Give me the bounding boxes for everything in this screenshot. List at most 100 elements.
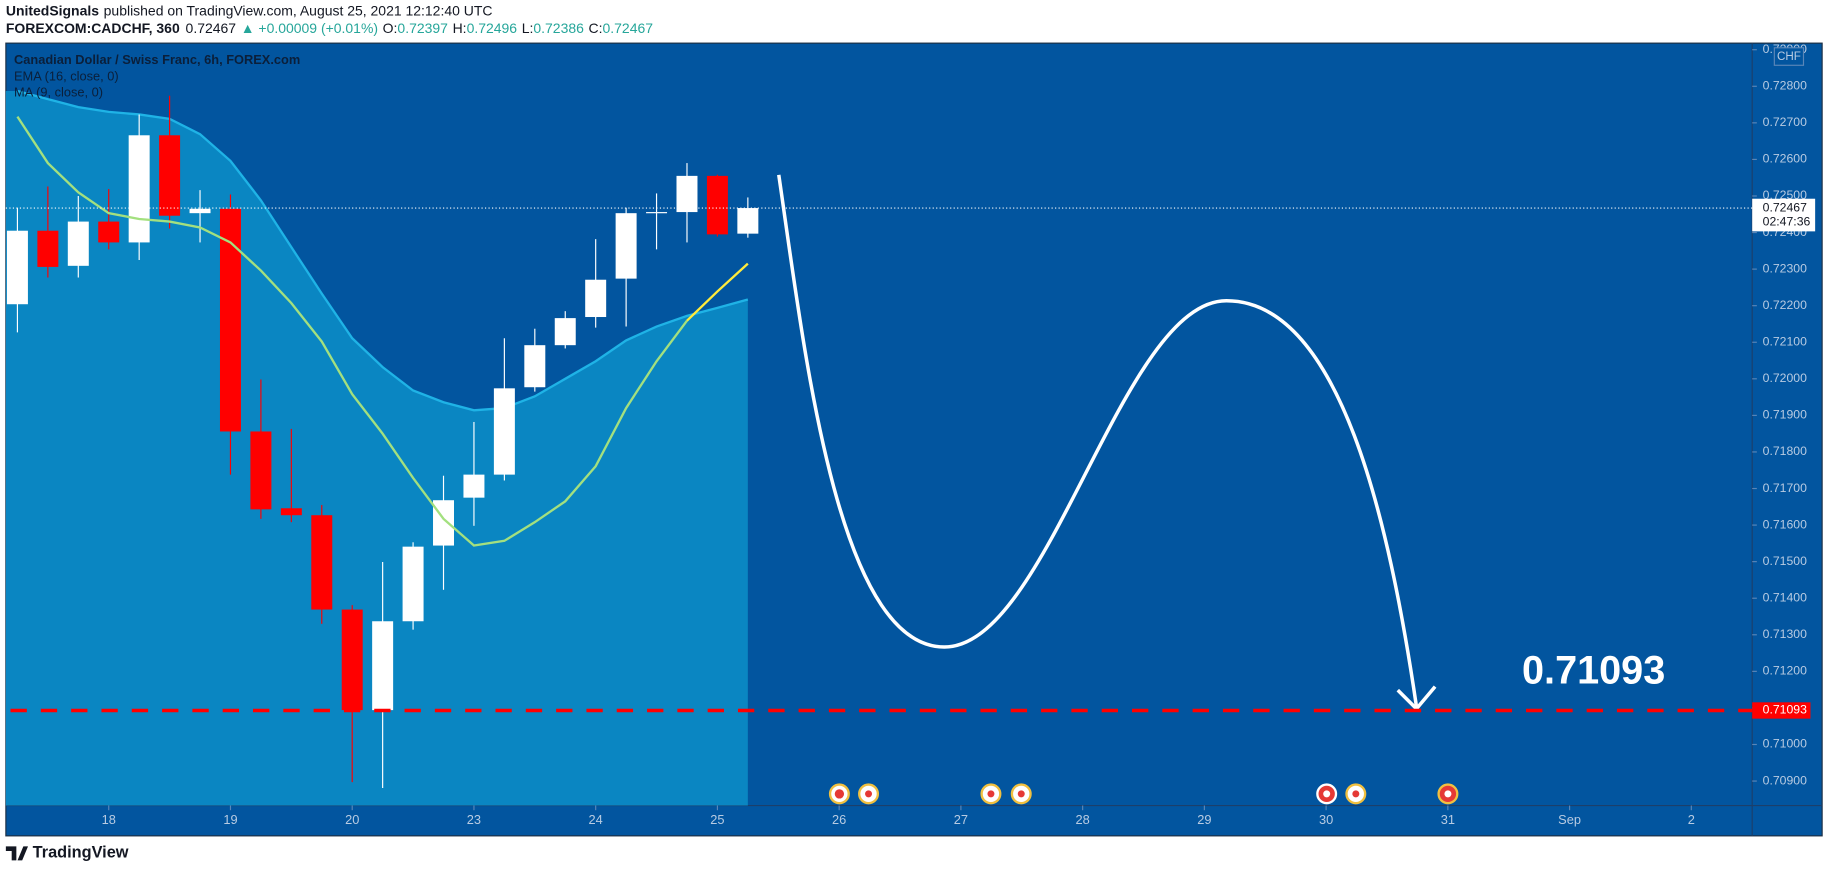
indicator-line [16,115,688,547]
ohlc-label: L: [522,20,534,36]
last-price: 0.72467 [186,20,237,36]
event-icon-flag [1323,790,1331,798]
indicator-line [686,262,749,322]
candle-body [585,279,607,318]
brand-mark [5,846,29,861]
chart-title: Canadian Dollar / Swiss Franc, 6h, FOREX… [14,52,300,67]
candle-body [402,546,424,622]
candle-body [250,431,272,510]
y-tick-label: 0.71600 [1763,517,1807,531]
candle-body [615,213,637,279]
candle-body [189,208,211,214]
x-tick-label: 2 [1688,812,1695,827]
current-price-badge [1752,198,1816,232]
x-tick-label: 29 [1197,812,1211,827]
projection-curve [777,174,1419,707]
candle-body [219,208,241,432]
x-tick-label: 18 [102,812,116,827]
y-tick-label: 0.71800 [1763,444,1807,458]
y-tick-label: 0.72200 [1763,298,1807,312]
candle-body [280,508,302,516]
candle-body [128,135,150,243]
target-axis-label: 0.71093 [1763,703,1807,717]
candle-body [706,175,728,235]
countdown-label: 02:47:36 [1763,214,1811,228]
y-tick-label: 0.72800 [1763,79,1807,93]
publish-line: UnitedSignals published on TradingView.co… [6,2,493,18]
candle-body [341,609,363,711]
y-tick-label: 0.72300 [1763,261,1807,275]
candle-body [646,212,668,214]
candle-body [463,474,485,498]
x-tick-label: 25 [710,812,724,827]
currency-label: CHF [1777,50,1801,63]
candle-body [372,621,394,711]
event-icon-flag [834,789,845,799]
candle-body [554,318,576,346]
current-price-label: 0.72467 [1763,200,1807,214]
y-tick-label: 0.71400 [1763,590,1807,604]
y-tick-label: 0.72100 [1763,334,1807,348]
ema-fill [5,91,748,806]
candle-body [98,221,120,243]
legend-entry: EMA (16, close, 0) [14,68,119,83]
symbol-line: FOREXCOM:CADCHF, 360 0.72467 ▲ +0.00009 (+… [6,20,653,36]
x-tick-label: 24 [589,812,603,827]
ohlc-label: H: [453,20,467,36]
candle-body [737,208,759,234]
y-tick-label: 0.72000 [1763,371,1807,385]
author: UnitedSignals [6,2,99,18]
y-tick-label: 0.72700 [1763,115,1807,129]
ohlc-value: 0.72467 [603,20,654,36]
ohlc-label: O: [383,20,398,36]
x-tick-label: Sep [1558,812,1581,827]
y-tick-label: 0.71000 [1763,737,1807,751]
legend-entry: MA (9, close, 0) [14,85,103,100]
event-icon-flag [1352,790,1360,798]
data-layer [5,89,759,806]
candle-body [524,345,546,388]
x-tick-label: 23 [467,812,481,827]
x-tick-label: 20 [345,812,359,827]
x-tick-label: 31 [1441,812,1455,827]
candle-body [676,175,698,213]
y-tick-label: 0.71900 [1763,408,1807,422]
candle-body [6,230,28,305]
event-icon-flag [865,790,873,798]
ohlc-value: 0.72397 [397,20,448,36]
ohlc-label: C: [589,20,603,36]
y-tick-label: 0.71300 [1763,627,1807,641]
ohlc-value: 0.72386 [533,20,584,36]
event-icon-flag [1444,790,1452,798]
y-tick-label: 0.71200 [1763,664,1807,678]
candle-body [67,221,89,266]
symbol: FOREXCOM:CADCHF, 360 [6,20,180,36]
event-icon-flag [1017,790,1025,798]
candle-body [433,500,455,546]
event-icons [828,783,1459,805]
overlay-layer: 0.709000.710000.711000.712000.713000.714… [5,42,1816,827]
y-tick-label: 0.71700 [1763,481,1807,495]
published: published on TradingView.com, August 25,… [104,2,493,18]
currency-badge [1773,47,1805,66]
target-annotation: 0.71093 [1522,649,1665,693]
brand-name: TradingView [33,844,129,862]
y-tick-label: 0.71500 [1763,554,1807,568]
x-tick-label: 26 [832,812,846,827]
candle-body [37,230,59,267]
candle-body [493,388,515,475]
candle-body [311,515,333,610]
x-tick-label: 28 [1076,812,1090,827]
x-tick-label: 19 [223,812,237,827]
y-tick-label: 0.72600 [1763,152,1807,166]
target-badge [1752,702,1811,719]
y-tick-label: 0.70900 [1763,773,1807,787]
candle-body [159,135,181,216]
y-tick-label: 0.72500 [1763,188,1807,202]
x-tick-label: 30 [1319,812,1333,827]
x-tick-label: 27 [954,812,968,827]
change: ▲ +0.00009 (+0.01%) [241,20,378,36]
event-icon-flag [987,790,995,798]
